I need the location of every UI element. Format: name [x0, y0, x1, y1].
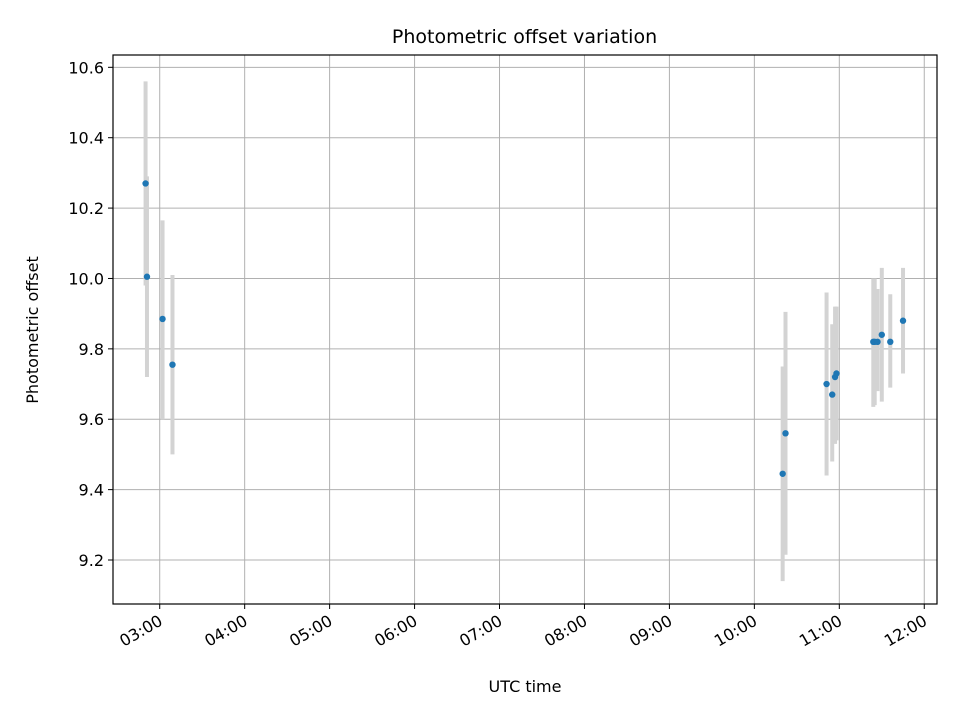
data-point: [899, 317, 907, 324]
plot-frame: [112, 54, 938, 605]
data-point: [874, 338, 881, 346]
data-point: [143, 273, 151, 280]
grid-lines: [113, 55, 937, 604]
y-tick-label: 10.6: [68, 58, 104, 77]
data-point: [779, 470, 786, 477]
y-tick-label: 9.4: [79, 481, 104, 500]
y-tick-label: 9.6: [79, 410, 104, 429]
data-point: [169, 361, 176, 368]
data-point: [159, 315, 166, 323]
y-tick-label: 10.4: [68, 129, 104, 148]
data-point: [782, 430, 789, 437]
y-axis-label: Photometric offset: [23, 256, 42, 404]
data-point: [829, 391, 836, 398]
y-axis-ticks: 9.2 9.4 9.6 9.8 10.0 10.2 10.4 10.6: [68, 58, 113, 570]
data-point: [878, 331, 885, 338]
data-point: [823, 380, 830, 388]
y-tick-label: 9.8: [79, 340, 104, 359]
x-axis-label: UTC time: [489, 677, 562, 696]
chart-title: Photometric offset variation: [392, 26, 657, 48]
y-tick-label: 10.2: [68, 199, 104, 218]
y-tick-label: 10.0: [68, 269, 104, 288]
data-point: [833, 370, 840, 377]
y-tick-label: 9.2: [79, 551, 104, 570]
data-point: [887, 338, 894, 346]
data-points: [142, 180, 907, 477]
data-point: [142, 180, 149, 187]
